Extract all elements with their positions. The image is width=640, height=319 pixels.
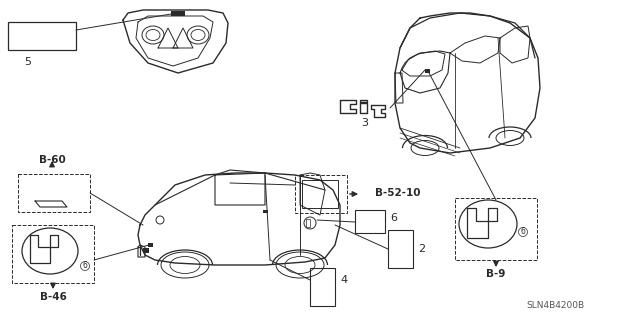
Text: 6: 6 [520, 227, 525, 236]
Text: B-60: B-60 [38, 155, 65, 165]
Bar [310, 268, 335, 306]
Bar [306, 219, 310, 227]
Bar [8, 22, 76, 50]
Bar [455, 198, 537, 260]
Bar [12, 225, 94, 283]
Bar [295, 175, 347, 213]
Bar [143, 248, 149, 253]
Text: 4: 4 [340, 275, 347, 285]
Text: SLN4B4200B: SLN4B4200B [526, 300, 584, 309]
Text: 3: 3 [362, 118, 369, 128]
Text: B-9: B-9 [486, 269, 506, 279]
Bar [425, 69, 430, 73]
Text: 5: 5 [24, 57, 31, 67]
Text: 2: 2 [418, 244, 425, 254]
Bar [302, 180, 338, 208]
Text: B-46: B-46 [40, 292, 67, 302]
Bar [360, 100, 367, 102]
Text: B-52-10: B-52-10 [375, 188, 420, 198]
Text: 6: 6 [390, 213, 397, 223]
Bar [388, 230, 413, 268]
Bar [148, 243, 153, 247]
Bar [355, 210, 385, 233]
Bar [171, 11, 185, 16]
Bar [263, 210, 268, 213]
Bar [18, 174, 90, 212]
Text: 6: 6 [83, 262, 88, 271]
